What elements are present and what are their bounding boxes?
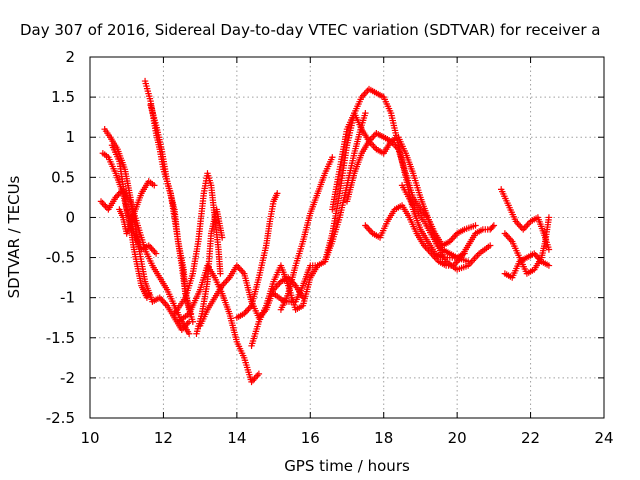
x-tick-label: 24 [594, 429, 613, 447]
data-point [243, 307, 251, 314]
data-point [158, 296, 165, 303]
y-tick-label: 1 [65, 128, 75, 146]
series-arc13 [248, 262, 321, 349]
data-point [545, 262, 553, 269]
data-point [97, 198, 105, 205]
data-point [362, 222, 369, 229]
data-point [254, 372, 261, 379]
series-arc3 [97, 186, 193, 337]
x-tick-label: 10 [80, 429, 99, 447]
data-point [504, 233, 512, 240]
chart-title: Day 307 of 2016, Sidereal Day-to-day VTE… [20, 21, 601, 39]
data-point [368, 134, 376, 142]
y-tick-labels: -2.5 -2 -1.5 -1 -0.5 0 0.5 1 1.5 2 [46, 48, 75, 427]
data-point [515, 221, 523, 228]
data-point [274, 190, 281, 197]
data-point [102, 203, 109, 210]
series-arc16 [321, 85, 468, 265]
data-point [370, 142, 377, 150]
data-point [99, 199, 106, 207]
series-arc18 [343, 130, 479, 249]
data-point [217, 270, 224, 277]
y-tick-label: 2 [65, 48, 75, 66]
series-arc4 [116, 178, 158, 237]
data-point [151, 182, 158, 189]
data-point [329, 154, 336, 161]
data-point [218, 234, 226, 241]
x-tick-label: 14 [227, 429, 246, 447]
data-point [223, 277, 230, 285]
series-arc9 [193, 206, 226, 337]
x-tick-label: 18 [374, 429, 393, 447]
data-point [517, 223, 524, 230]
series-arc11 [196, 262, 307, 329]
data-point [503, 231, 510, 239]
data-point [363, 223, 371, 231]
data-point [368, 141, 376, 148]
y-tick-label: -1.5 [46, 329, 75, 347]
data-point [251, 375, 258, 382]
x-axis-title: GPS time / hours [284, 457, 410, 475]
data-point [486, 242, 494, 249]
data-point [238, 267, 245, 274]
series-arc21 [498, 186, 553, 253]
data-point [366, 227, 373, 234]
x-tick-label: 12 [154, 429, 173, 447]
data-point [449, 235, 456, 242]
x-tick-label: 16 [301, 429, 320, 447]
series-arc12 [233, 190, 281, 321]
data-point [185, 330, 193, 337]
data-point [506, 235, 513, 242]
series-arc20 [398, 182, 494, 273]
data-point [501, 230, 509, 237]
series-arc8 [171, 170, 224, 317]
data-point [361, 90, 368, 98]
data-points [97, 77, 553, 386]
data-point [522, 223, 530, 230]
series-arc23 [501, 214, 553, 277]
data-point [255, 370, 263, 378]
data-point [489, 223, 496, 231]
data-point [274, 281, 282, 289]
data-point [365, 225, 372, 232]
data-point [362, 109, 369, 117]
series-arc10 [174, 262, 263, 386]
data-point [545, 246, 553, 253]
y-axis-title: SDTVAR / TECUs [5, 175, 23, 298]
y-tick-label: 1.5 [51, 88, 75, 106]
data-point [490, 222, 498, 229]
data-point [152, 250, 160, 257]
y-tick-label: -1 [60, 289, 75, 307]
data-point [472, 222, 479, 229]
y-tick-label: -2.5 [46, 409, 75, 427]
series-arc5 [108, 142, 160, 257]
x-tick-labels: 10 12 14 16 18 20 22 24 [80, 429, 613, 447]
data-point [221, 279, 229, 286]
data-point [545, 214, 553, 221]
data-point [100, 201, 108, 208]
y-tick-label: -0.5 [46, 249, 75, 267]
data-point [451, 233, 458, 240]
data-point [520, 226, 527, 233]
plot-frame [89, 56, 605, 419]
data-point [532, 251, 539, 259]
y-tick-label: 0.5 [51, 168, 75, 186]
x-tick-label: 20 [448, 429, 467, 447]
y-tick-label: 0 [65, 208, 75, 226]
y-tick-label: -2 [60, 369, 75, 387]
data-point [189, 318, 196, 325]
data-point [521, 224, 528, 232]
data-point [151, 248, 158, 256]
grid [90, 57, 604, 418]
series-arc14 [277, 154, 336, 313]
series-arc19 [362, 202, 498, 269]
data-point [149, 247, 157, 254]
x-tick-label: 22 [521, 429, 540, 447]
data-point [160, 299, 168, 306]
data-point [236, 265, 243, 272]
data-point [524, 221, 531, 228]
axis-ticks [89, 56, 605, 419]
series-arc7 [147, 101, 195, 317]
